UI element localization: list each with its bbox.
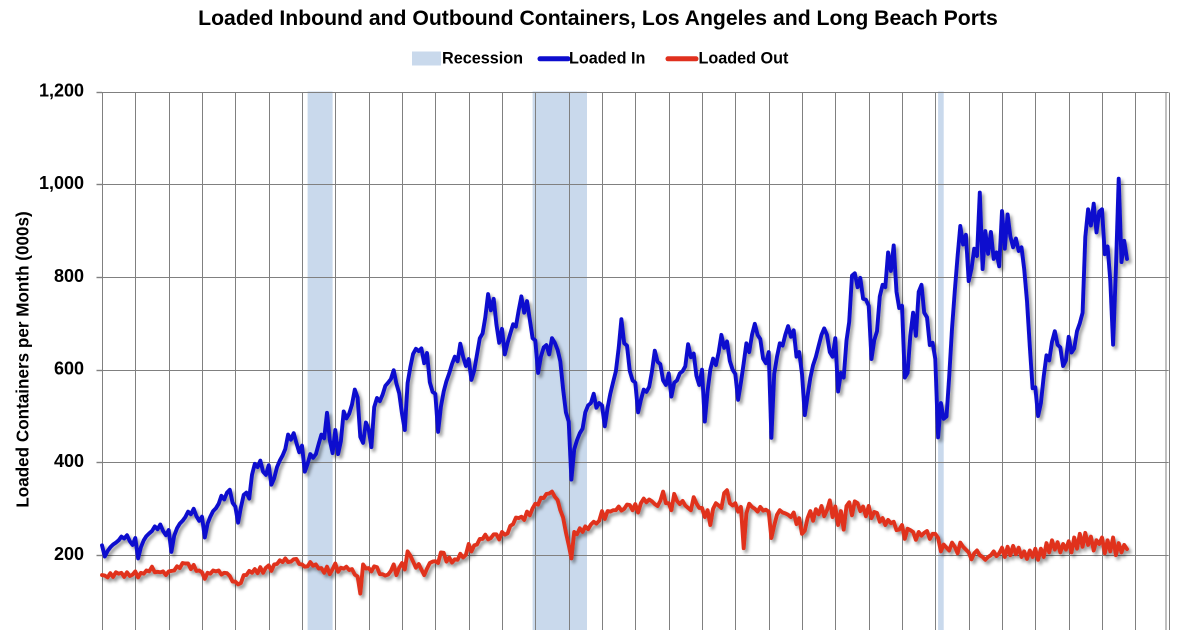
svg-text:200: 200: [54, 544, 84, 564]
svg-text:400: 400: [54, 451, 84, 471]
svg-text:Loaded Out: Loaded Out: [699, 50, 790, 68]
svg-text:1,200: 1,200: [39, 80, 84, 100]
svg-text:Loaded Containers per Month (0: Loaded Containers per Month (000s): [14, 211, 33, 507]
svg-text:Recession: Recession: [442, 50, 523, 68]
svg-text:600: 600: [54, 359, 84, 379]
svg-text:Loaded Inbound and Outbound Co: Loaded Inbound and Outbound Containers, …: [198, 7, 998, 30]
svg-text:Loaded In: Loaded In: [569, 50, 645, 68]
svg-text:800: 800: [54, 266, 84, 286]
svg-text:1,000: 1,000: [39, 173, 84, 193]
